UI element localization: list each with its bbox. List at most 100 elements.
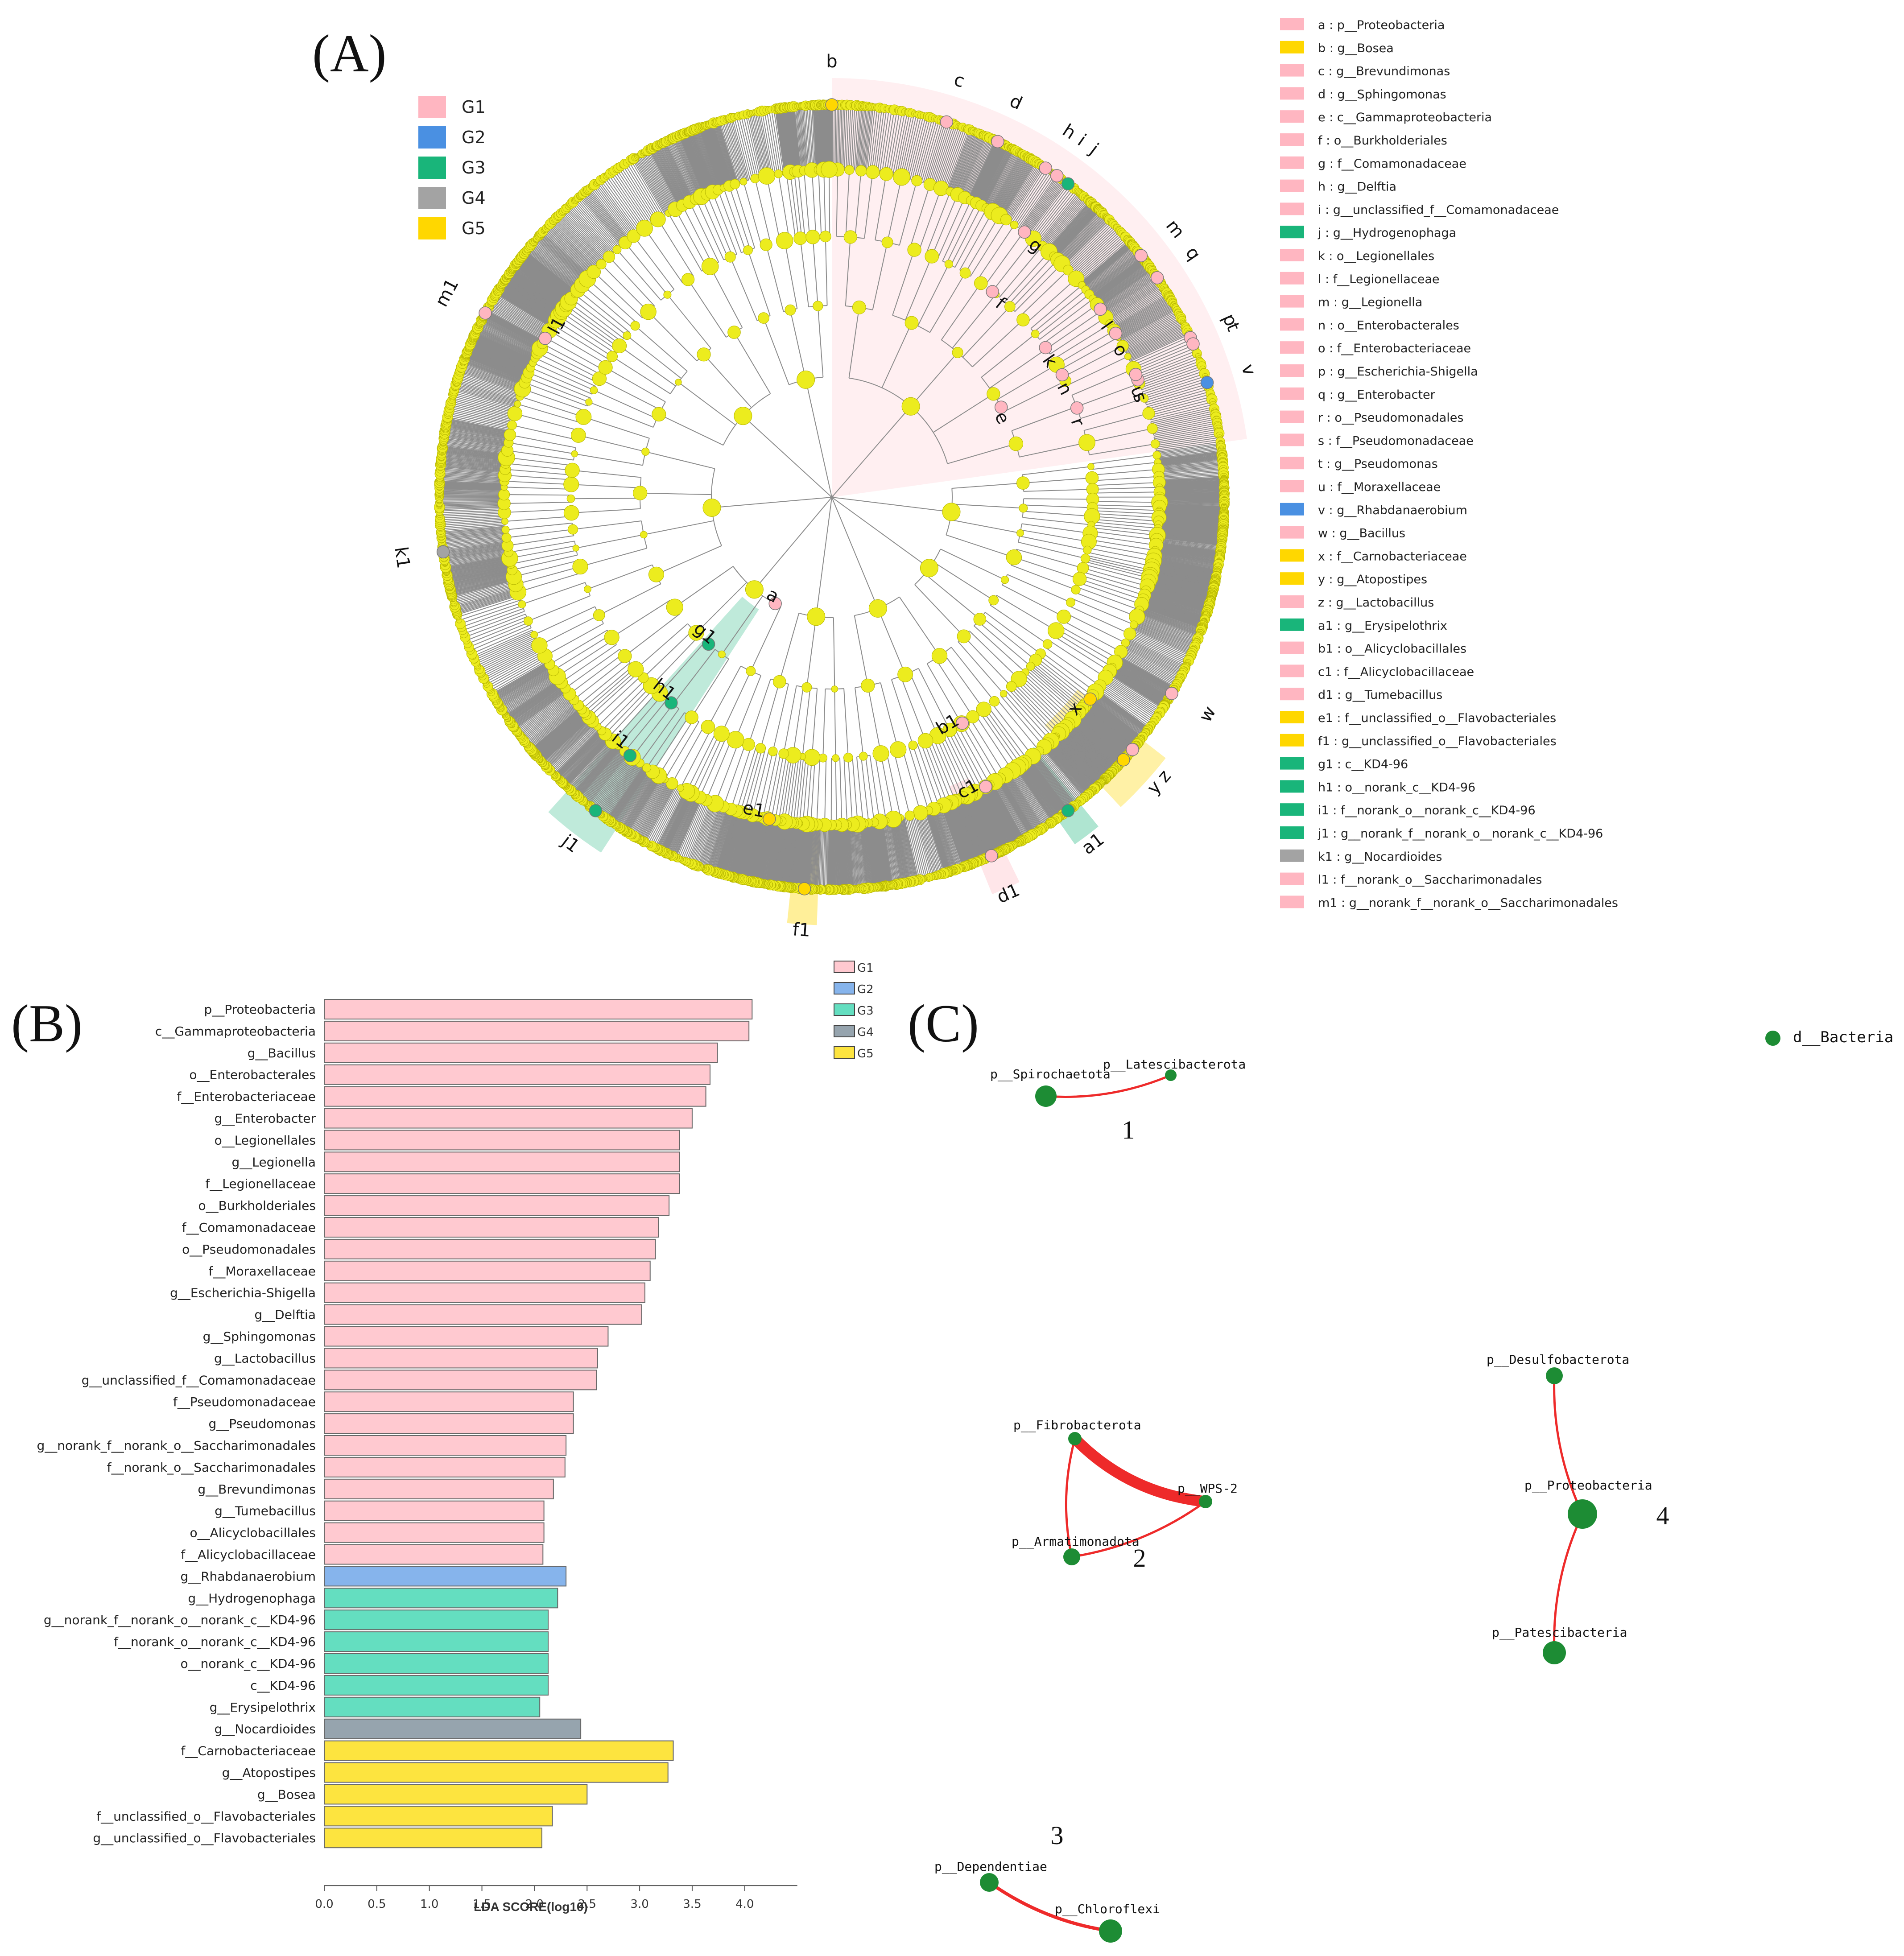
branch-line bbox=[851, 824, 857, 889]
branch-line bbox=[1125, 322, 1184, 352]
branch-line bbox=[881, 821, 893, 885]
branch-line bbox=[1159, 507, 1224, 511]
branch-line bbox=[1056, 211, 1102, 259]
branch-line bbox=[1092, 482, 1160, 486]
branch-line bbox=[698, 805, 721, 867]
branch-line bbox=[640, 783, 672, 840]
branch-line bbox=[506, 680, 561, 718]
branch-line bbox=[453, 582, 516, 600]
branch-line bbox=[933, 809, 954, 871]
branch-line bbox=[1115, 661, 1172, 694]
branch-line bbox=[1092, 491, 1160, 494]
branch-line bbox=[1074, 234, 1123, 278]
branch-line bbox=[877, 108, 887, 173]
branch-line bbox=[1159, 512, 1224, 517]
clade-node bbox=[1004, 301, 1016, 312]
branch-line bbox=[542, 718, 591, 763]
branch-line bbox=[441, 462, 505, 469]
branch-line bbox=[1008, 689, 1054, 739]
branch-line bbox=[450, 402, 514, 419]
branch-line bbox=[511, 686, 565, 725]
branch-line bbox=[1092, 259, 1144, 299]
branch-line bbox=[1035, 190, 1076, 241]
branch-line bbox=[638, 782, 671, 839]
branch-line bbox=[1099, 686, 1153, 724]
branch-line bbox=[441, 459, 506, 466]
branch-line bbox=[513, 688, 566, 727]
branch-line bbox=[1084, 561, 1150, 579]
branch-line bbox=[804, 824, 810, 889]
branch-line bbox=[512, 687, 566, 726]
branch-line bbox=[460, 370, 522, 392]
branch-line bbox=[1004, 163, 1039, 219]
branch-line bbox=[728, 813, 747, 876]
branch-line bbox=[474, 334, 534, 362]
branch-line bbox=[986, 786, 1018, 844]
branch-line bbox=[879, 821, 889, 886]
branch-line bbox=[1123, 647, 1181, 678]
branch-line bbox=[1032, 756, 1073, 808]
branch-line bbox=[864, 172, 873, 239]
branch-line bbox=[1011, 169, 1048, 224]
branch-line bbox=[985, 786, 1016, 844]
branch-line bbox=[1156, 547, 1220, 558]
branch-line bbox=[1074, 592, 1137, 617]
branch-line bbox=[504, 678, 559, 715]
branch-line bbox=[1086, 251, 1138, 292]
branch-line bbox=[898, 818, 912, 882]
branch-line bbox=[974, 625, 1026, 673]
branch-line bbox=[1088, 253, 1140, 294]
branch-line bbox=[934, 124, 956, 186]
branch-line bbox=[858, 824, 864, 889]
branch-line bbox=[860, 756, 869, 823]
branch-line bbox=[859, 824, 865, 889]
branch-line bbox=[1026, 761, 1065, 813]
branch-line bbox=[1127, 326, 1186, 355]
branch-line bbox=[1159, 488, 1224, 491]
branch-line bbox=[917, 743, 940, 807]
branch-line bbox=[802, 688, 811, 757]
clade-node bbox=[931, 648, 948, 664]
branch-line bbox=[1035, 753, 1077, 805]
branch-line bbox=[1033, 755, 1074, 807]
branch-line bbox=[649, 787, 680, 846]
branch-line bbox=[460, 371, 522, 393]
branch-line bbox=[608, 766, 646, 821]
branch-line bbox=[504, 509, 571, 513]
branch-line bbox=[473, 337, 533, 365]
branch-line bbox=[1115, 660, 1173, 694]
branch-line bbox=[470, 345, 530, 371]
branch-line bbox=[575, 745, 619, 795]
branch-line bbox=[1152, 564, 1216, 579]
branch-line bbox=[942, 200, 971, 261]
branch-line bbox=[456, 592, 518, 612]
branch-line bbox=[1126, 641, 1185, 671]
branch-line bbox=[1016, 681, 1064, 730]
branch-line bbox=[1159, 501, 1224, 503]
branch-line bbox=[457, 594, 519, 614]
branch-line bbox=[631, 779, 665, 835]
branch-line bbox=[860, 824, 867, 888]
branch-line bbox=[917, 118, 935, 181]
branch-line bbox=[1150, 574, 1214, 591]
branch-line bbox=[845, 170, 850, 237]
branch-line bbox=[446, 559, 510, 573]
branch-line bbox=[978, 146, 1008, 205]
branch-line bbox=[783, 685, 797, 754]
branch-line bbox=[1037, 752, 1079, 803]
branch-line bbox=[1011, 406, 1077, 431]
branch-line bbox=[824, 825, 826, 890]
branch-line bbox=[584, 751, 626, 802]
branch-line bbox=[1085, 248, 1136, 290]
branch-line bbox=[703, 807, 726, 869]
branch-line bbox=[1088, 701, 1139, 743]
branch-line bbox=[522, 698, 574, 739]
branch-line bbox=[1060, 215, 1106, 263]
branch-line bbox=[1118, 306, 1175, 338]
branch-line bbox=[605, 367, 666, 402]
branch-line bbox=[440, 471, 505, 476]
branch-line bbox=[456, 381, 519, 401]
branch-line bbox=[1149, 399, 1212, 416]
branch-line bbox=[1116, 659, 1173, 692]
branch-line bbox=[439, 491, 504, 493]
